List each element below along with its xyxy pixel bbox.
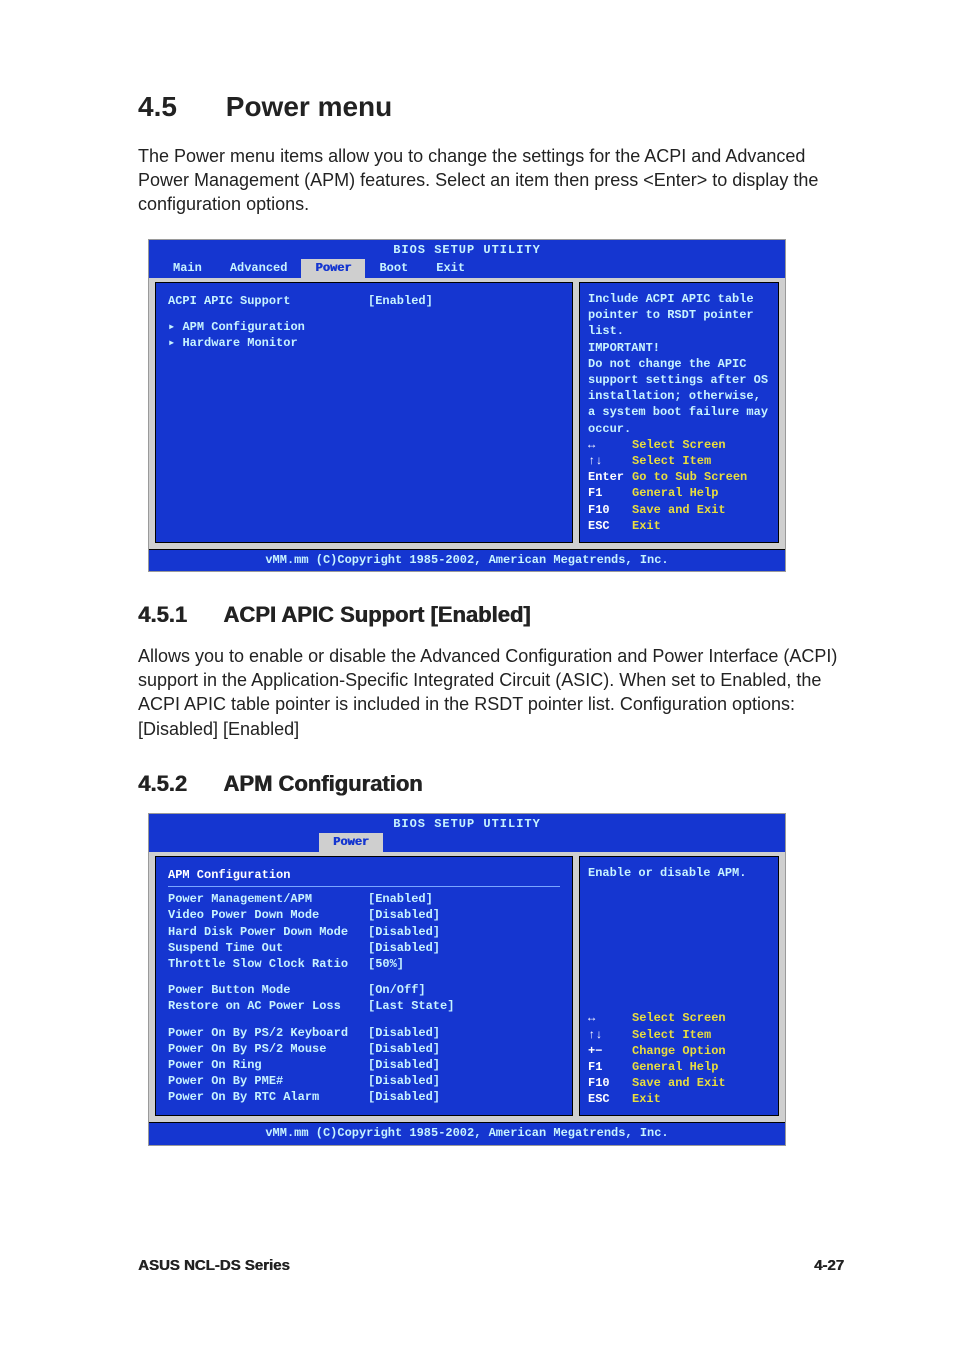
page-footer: ASUS NCL-DS Series 4-27 <box>138 1256 844 1276</box>
bios-item[interactable]: Power On By PS/2 Mouse[Disabled] <box>168 1041 560 1057</box>
key-hint: ↔Select Screen <box>588 1010 770 1026</box>
key-hint: F10Save and Exit <box>588 502 770 518</box>
key-hint: ↑↓Select Item <box>588 1027 770 1043</box>
key-hint: ↑↓Select Item <box>588 453 770 469</box>
bios-item[interactable]: Power On Ring[Disabled] <box>168 1057 560 1073</box>
section-heading: 4.5 Power menu <box>138 88 844 126</box>
tab-power[interactable]: Power <box>301 259 365 278</box>
bios-item[interactable]: Power On By PS/2 Keyboard[Disabled] <box>168 1025 560 1041</box>
subsection-number: 4.5.2 <box>138 769 218 799</box>
bios-item[interactable]: Power Button Mode[On/Off] <box>168 982 560 998</box>
key-hint: EnterGo to Sub Screen <box>588 469 770 485</box>
bios-title: BIOS SETUP UTILITY <box>149 815 785 833</box>
bios-tab-bar: MainAdvancedPowerBootExit <box>149 259 785 278</box>
footer-right: 4-27 <box>814 1256 844 1276</box>
key-hint: ESCExit <box>588 1091 770 1107</box>
bios-item[interactable]: APM Configuration <box>168 319 560 335</box>
key-hint: ESCExit <box>588 518 770 534</box>
bios-item[interactable]: Power On By RTC Alarm[Disabled] <box>168 1089 560 1105</box>
bios-help-text: Enable or disable APM. <box>588 865 770 881</box>
bios-left-pane: ACPI APIC Support[Enabled] APM Configurat… <box>155 282 573 543</box>
subsection-number: 4.5.1 <box>138 600 218 630</box>
bios-header: BIOS SETUP UTILITY Power <box>149 814 785 852</box>
subsection-title: APM Configuration <box>223 771 422 796</box>
key-hint: ↔Select Screen <box>588 437 770 453</box>
bios-key-legend: ↔Select Screen↑↓Select Item+−Change Opti… <box>588 1010 770 1107</box>
footer-left: ASUS NCL-DS Series <box>138 1256 290 1276</box>
bios-item[interactable]: ACPI APIC Support[Enabled] <box>168 293 560 309</box>
subsection-heading-451: 4.5.1 ACPI APIC Support [Enabled] <box>138 600 844 630</box>
bios-footer: vMM.mm (C)Copyright 1985-2002, American … <box>149 1122 785 1144</box>
tab-boot[interactable]: Boot <box>365 259 422 278</box>
bios-panel-apm: BIOS SETUP UTILITY Power APM Configurati… <box>148 813 786 1146</box>
tab-power[interactable]: Power <box>319 833 383 852</box>
tab-advanced[interactable]: Advanced <box>216 259 302 278</box>
bios-item[interactable]: Suspend Time Out[Disabled] <box>168 940 560 956</box>
subsection-title: ACPI APIC Support [Enabled] <box>223 602 530 627</box>
key-hint: +−Change Option <box>588 1043 770 1059</box>
bios-right-pane: Include ACPI APIC table pointer to RSDT … <box>579 282 779 543</box>
key-hint: F10Save and Exit <box>588 1075 770 1091</box>
bios-key-legend: ↔Select Screen↑↓Select ItemEnterGo to Su… <box>588 437 770 534</box>
bios-item[interactable]: Hardware Monitor <box>168 335 560 351</box>
tab-exit[interactable]: Exit <box>422 259 479 278</box>
bios-panel-power: BIOS SETUP UTILITY MainAdvancedPowerBoot… <box>148 239 786 572</box>
bios-footer: vMM.mm (C)Copyright 1985-2002, American … <box>149 549 785 571</box>
key-hint: F1General Help <box>588 1059 770 1075</box>
section-number: 4.5 <box>138 88 218 126</box>
bios-tab-bar: Power <box>149 833 785 852</box>
bios-item[interactable]: Video Power Down Mode[Disabled] <box>168 907 560 923</box>
section-intro: The Power menu items allow you to change… <box>138 144 844 217</box>
tab-main[interactable]: Main <box>159 259 216 278</box>
subsection-heading-452: 4.5.2 APM Configuration <box>138 769 844 799</box>
bios-item[interactable]: Power On By PME#[Disabled] <box>168 1073 560 1089</box>
bios-item[interactable]: Throttle Slow Clock Ratio[50%] <box>168 956 560 972</box>
section-title: Power menu <box>226 91 392 122</box>
bios-item[interactable]: Restore on AC Power Loss[Last State] <box>168 998 560 1014</box>
bios-item[interactable]: Power Management/APM[Enabled] <box>168 891 560 907</box>
bios-left-pane: APM Configuration Power Management/APM[En… <box>155 856 573 1116</box>
bios-header: BIOS SETUP UTILITY MainAdvancedPowerBoot… <box>149 240 785 278</box>
key-hint: F1General Help <box>588 485 770 501</box>
bios-item[interactable]: Hard Disk Power Down Mode[Disabled] <box>168 924 560 940</box>
bios-right-pane: Enable or disable APM. ↔Select Screen↑↓S… <box>579 856 779 1116</box>
bios-help-text: Include ACPI APIC table pointer to RSDT … <box>588 291 770 437</box>
subsection-body-451: Allows you to enable or disable the Adva… <box>138 644 844 741</box>
bios-subheading: APM Configuration <box>168 867 560 883</box>
bios-title: BIOS SETUP UTILITY <box>149 241 785 259</box>
